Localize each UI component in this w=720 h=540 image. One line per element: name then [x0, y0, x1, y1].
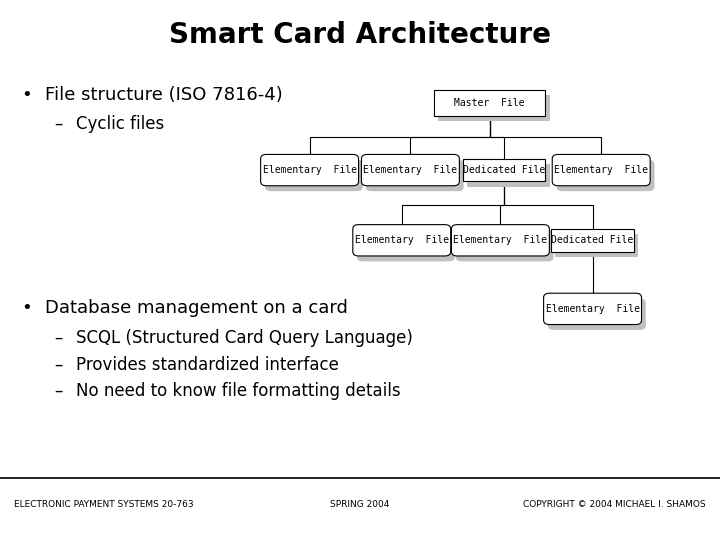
Text: Master  File: Master File: [454, 98, 525, 107]
Text: Cyclic files: Cyclic files: [76, 115, 164, 133]
FancyBboxPatch shape: [366, 160, 464, 191]
Text: –: –: [54, 115, 63, 133]
Text: COPYRIGHT © 2004 MICHAEL I. SHAMOS: COPYRIGHT © 2004 MICHAEL I. SHAMOS: [523, 501, 706, 509]
Text: Dedicated File: Dedicated File: [552, 235, 634, 245]
Text: Smart Card Architecture: Smart Card Architecture: [169, 21, 551, 49]
Text: Elementary  File: Elementary File: [546, 304, 639, 314]
FancyBboxPatch shape: [265, 160, 363, 191]
Text: –: –: [54, 355, 63, 374]
FancyBboxPatch shape: [261, 154, 359, 186]
Text: Elementary  File: Elementary File: [554, 165, 648, 175]
FancyBboxPatch shape: [552, 229, 634, 252]
FancyBboxPatch shape: [438, 95, 550, 121]
FancyBboxPatch shape: [544, 293, 642, 325]
Text: File structure (ISO 7816-4): File structure (ISO 7816-4): [45, 85, 282, 104]
FancyBboxPatch shape: [556, 234, 638, 257]
FancyBboxPatch shape: [433, 90, 546, 116]
FancyBboxPatch shape: [451, 225, 549, 256]
Text: •: •: [22, 299, 32, 317]
Text: SPRING 2004: SPRING 2004: [330, 501, 390, 509]
Text: Elementary  File: Elementary File: [454, 235, 547, 245]
FancyBboxPatch shape: [361, 154, 459, 186]
Text: –: –: [54, 329, 63, 347]
Text: •: •: [22, 85, 32, 104]
Text: No need to know file formatting details: No need to know file formatting details: [76, 382, 400, 400]
Text: Provides standardized interface: Provides standardized interface: [76, 355, 338, 374]
FancyBboxPatch shape: [467, 164, 550, 187]
Text: Database management on a card: Database management on a card: [45, 299, 348, 317]
FancyBboxPatch shape: [353, 225, 451, 256]
Text: Elementary  File: Elementary File: [263, 165, 356, 175]
Text: Elementary  File: Elementary File: [355, 235, 449, 245]
Text: –: –: [54, 382, 63, 400]
FancyBboxPatch shape: [357, 230, 455, 261]
Text: Dedicated File: Dedicated File: [463, 165, 545, 175]
Text: SCQL (Structured Card Query Language): SCQL (Structured Card Query Language): [76, 329, 413, 347]
FancyBboxPatch shape: [557, 160, 654, 191]
FancyBboxPatch shape: [462, 159, 546, 181]
FancyBboxPatch shape: [552, 154, 650, 186]
Text: ELECTRONIC PAYMENT SYSTEMS 20-763: ELECTRONIC PAYMENT SYSTEMS 20-763: [14, 501, 194, 509]
FancyBboxPatch shape: [456, 230, 554, 261]
FancyBboxPatch shape: [548, 299, 646, 330]
Text: Elementary  File: Elementary File: [364, 165, 457, 175]
